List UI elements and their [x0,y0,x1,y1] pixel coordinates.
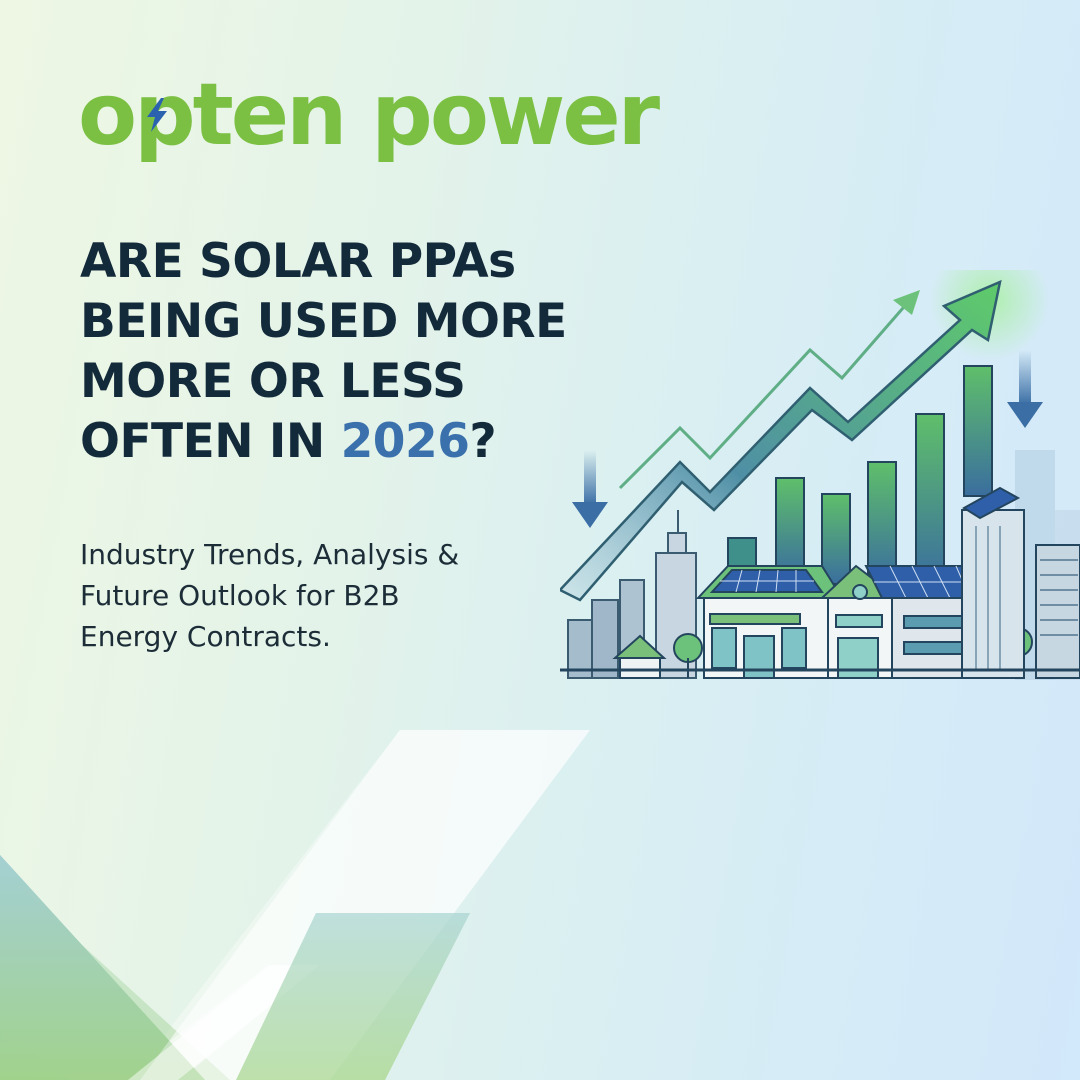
tower-solar-icon [961,486,1025,679]
small-house-icon [612,634,667,679]
subtitle-line-3: Energy Contracts. [80,620,331,653]
lightning-bolt-icon [147,98,168,132]
headline-prefix: OFTEN IN [80,414,341,469]
logo-text-p-with-bolt: p [134,72,196,158]
bar-chart-icon [727,365,993,585]
down-arrow-right-icon [1007,350,1043,428]
headline-question-mark: ? [469,414,497,469]
headline-line-2: BEING USED MORE [80,294,567,349]
subtitle: Industry Trends, Analysis & Future Outlo… [80,534,580,657]
trend-up-arrow-icon [560,279,1002,602]
growth-city-illustration [560,270,1080,680]
subtitle-line-2: Future Outlook for B2B [80,579,400,612]
headline: ARE SOLAR PPAs BEING USED MORE MORE OR L… [80,232,700,472]
headline-line-1: ARE SOLAR PPAs [80,234,516,289]
office-building-icon [1035,544,1080,679]
trend-up-arrow-thin-icon [618,299,912,490]
headline-year: 2026 [340,414,470,469]
house-solar-right-icon [819,564,990,679]
logo-text-rest: ten power [192,65,660,165]
house-solar-left-icon [695,565,844,679]
down-arrow-left-icon [572,450,608,528]
logo-text-o: o [78,65,137,165]
headline-line-3: MORE OR LESS [80,354,466,409]
subtitle-line-1: Industry Trends, Analysis & [80,538,460,571]
headline-line-4: OFTEN IN 2026? [80,412,700,472]
brand-logo: opten power [78,72,660,158]
